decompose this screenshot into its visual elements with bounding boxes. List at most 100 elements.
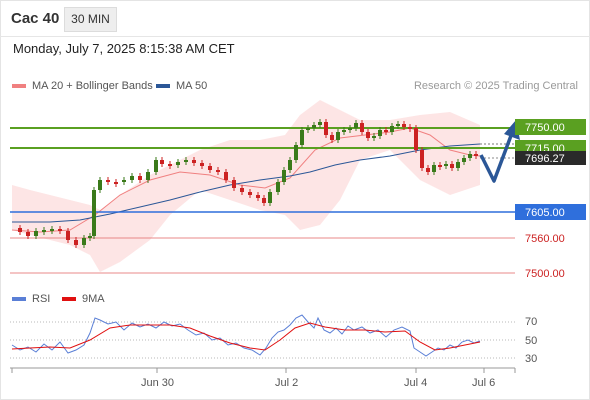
candle	[200, 163, 204, 166]
legend-ma20: MA 20 + Bollinger Bands	[12, 80, 153, 92]
label-7500-text: 7500.00	[525, 268, 565, 280]
legend-9ma: 9MA	[62, 293, 105, 305]
label-7605: 7605.00	[515, 204, 586, 220]
rsi-swatch	[12, 297, 26, 301]
candle	[456, 162, 460, 168]
candle	[384, 130, 388, 132]
legend-rsi-label: RSI	[32, 293, 51, 305]
candle	[360, 123, 364, 132]
candle	[248, 192, 252, 195]
candle	[160, 160, 164, 164]
candle	[468, 154, 472, 158]
candle	[268, 192, 272, 203]
candle	[408, 127, 412, 129]
candle	[240, 188, 244, 192]
ma20-swatch	[12, 84, 26, 88]
candle	[438, 165, 442, 167]
research-credit: Research © 2025 Trading Central	[413, 80, 578, 92]
rsi-ma9-line	[11, 322, 481, 351]
x-tick-jul6: Jul 6	[472, 377, 495, 389]
candle	[336, 132, 340, 140]
candle	[34, 231, 38, 236]
instrument-title: Cac 40	[11, 10, 60, 27]
candle	[262, 198, 266, 203]
x-tick-jul2: Jul 2	[275, 377, 298, 389]
candle	[42, 230, 46, 232]
candle	[92, 190, 96, 236]
candle	[98, 180, 102, 190]
candle	[130, 176, 134, 180]
rsi-tick-70: 70	[525, 316, 537, 328]
rsi-line	[11, 314, 481, 357]
candle	[184, 160, 188, 162]
candle	[390, 126, 394, 132]
candle	[324, 122, 328, 135]
label-7605-text: 7605.00	[525, 207, 565, 219]
candle	[26, 232, 30, 236]
candle	[168, 164, 172, 166]
candle	[420, 150, 424, 168]
candle	[402, 124, 406, 127]
candle	[414, 128, 418, 150]
chart-header: Cac 40 30 MIN	[0, 0, 590, 37]
candle	[378, 130, 382, 136]
x-tick-jul4: Jul 4	[404, 377, 427, 389]
candle	[146, 172, 150, 180]
candle	[224, 172, 228, 180]
ma9-swatch	[62, 297, 76, 301]
candle	[300, 130, 304, 145]
candle	[138, 176, 142, 180]
candle	[354, 123, 358, 128]
candle	[208, 166, 212, 170]
candle	[82, 238, 86, 245]
candle	[74, 240, 78, 245]
candle	[276, 182, 280, 192]
candle	[342, 130, 346, 132]
candle	[348, 128, 352, 130]
candle	[318, 122, 322, 125]
candle	[396, 124, 400, 126]
candle	[426, 168, 430, 172]
candle	[462, 158, 466, 162]
candle	[88, 236, 92, 238]
chart-datetime: Monday, July 7, 2025 8:15:38 AM CET	[13, 41, 235, 56]
candle	[294, 145, 298, 160]
candle	[106, 180, 110, 182]
ma50-swatch	[156, 84, 170, 88]
candle	[154, 160, 158, 172]
ma50-line	[12, 143, 481, 223]
candle	[444, 164, 448, 166]
candle	[122, 180, 126, 182]
candle	[306, 128, 310, 130]
candle	[216, 170, 220, 172]
candle	[288, 160, 292, 170]
legend-rsi: RSI	[12, 293, 50, 305]
legend-ma50: MA 50	[156, 80, 207, 92]
label-last-price: 7696.27	[515, 151, 586, 165]
x-tick-jun30: Jun 30	[141, 377, 174, 389]
candle	[192, 160, 196, 163]
candle	[232, 180, 236, 188]
candle	[372, 136, 376, 138]
label-7750: 7750.00	[515, 119, 586, 135]
timeframe-button[interactable]: 30 MIN	[64, 7, 117, 32]
candle	[366, 132, 370, 138]
candle	[432, 165, 436, 172]
candle	[256, 195, 260, 198]
legend-ma20-label: MA 20 + Bollinger Bands	[32, 80, 153, 92]
legend-9ma-label: 9MA	[82, 293, 105, 305]
candle	[330, 135, 334, 140]
candle	[176, 162, 180, 165]
candle	[114, 182, 118, 184]
candle	[474, 154, 478, 156]
rsi-tick-30: 30	[525, 353, 537, 365]
candle	[18, 228, 22, 232]
candle	[312, 125, 316, 128]
forecast-arrow	[479, 132, 514, 183]
candle	[50, 229, 54, 231]
label-7750-text: 7750.00	[525, 122, 565, 134]
candles	[18, 119, 478, 248]
candle	[282, 170, 286, 182]
candle	[450, 164, 454, 168]
